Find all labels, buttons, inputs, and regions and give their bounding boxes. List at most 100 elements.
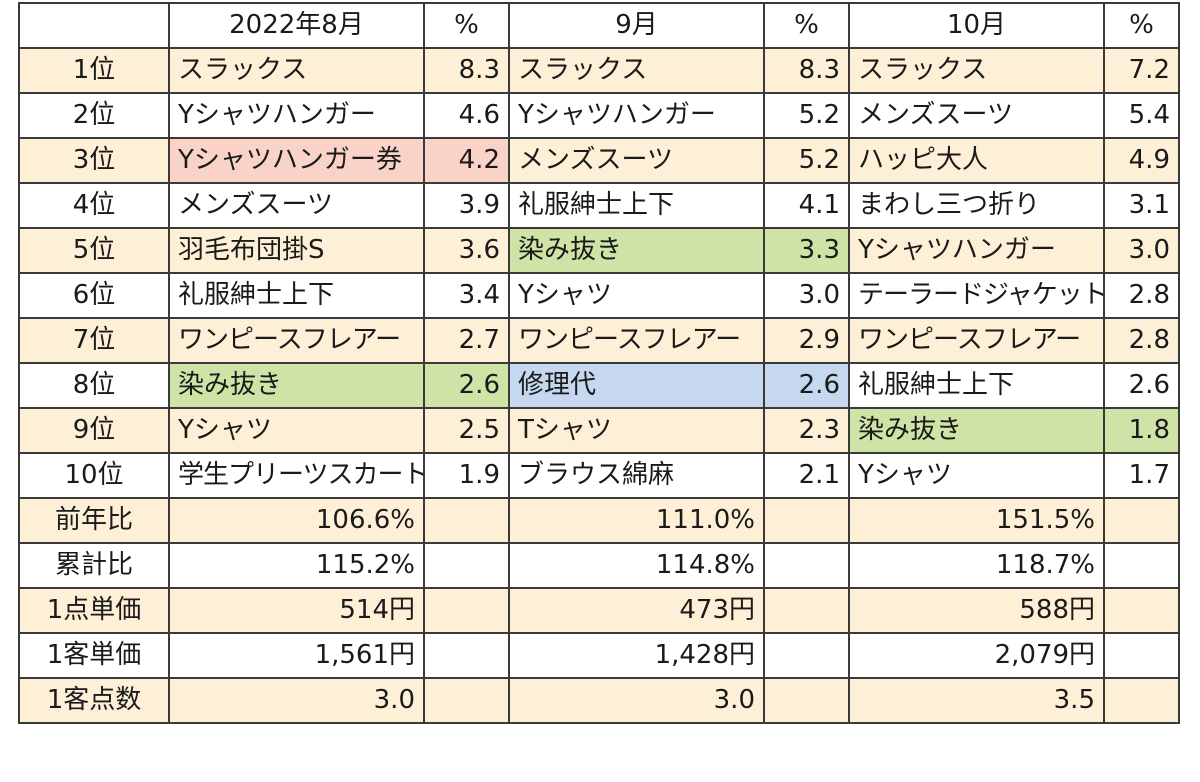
item-pct-aug: 3.9 [423,182,510,229]
item-name-oct: スラックス [848,47,1105,94]
rank-label: 5位 [18,227,170,274]
ranking-table: 2022年8月 % 9月 % 10月 % 1位 スラックス 8.3 スラックス 8.3 ス… [18,2,1180,724]
ranking-row: 2位 Yシャツハンガー 4.6 Yシャツハンガー 5.2 メンズスーツ 5.4 [18,92,1180,139]
summary-value-oct: 2,079円 [848,632,1105,679]
summary-blank-oct [1103,497,1180,544]
item-pct-oct: 1.8 [1103,407,1180,454]
ranking-row: 4位 メンズスーツ 3.9 礼服紳士上下 4.1 まわし三つ折り 3.1 [18,182,1180,229]
summary-blank-oct [1103,587,1180,634]
item-pct-sep: 3.3 [763,227,850,274]
pct-header-aug: % [423,2,510,49]
summary-value-oct: 118.7% [848,542,1105,589]
summary-blank-aug [423,587,510,634]
item-pct-oct: 2.8 [1103,317,1180,364]
summary-row: 1点単価 514円 473円 588円 [18,587,1180,634]
item-name-oct: Yシャツハンガー [848,227,1105,274]
item-name-sep: ワンピースフレアー [508,317,765,364]
summary-value-sep: 114.8% [508,542,765,589]
rank-label: 9位 [18,407,170,454]
summary-row: 累計比 115.2% 114.8% 118.7% [18,542,1180,589]
item-name-sep: スラックス [508,47,765,94]
item-name-oct: 礼服紳士上下 [848,362,1105,409]
item-pct-aug: 1.9 [423,452,510,499]
summary-label: 累計比 [18,542,170,589]
item-pct-sep: 2.6 [763,362,850,409]
rank-label: 3位 [18,137,170,184]
summary-blank-aug [423,542,510,589]
summary-blank-oct [1103,542,1180,589]
summary-row: 前年比 106.6% 111.0% 151.5% [18,497,1180,544]
item-pct-sep: 2.3 [763,407,850,454]
summary-blank-aug [423,632,510,679]
item-pct-aug: 2.5 [423,407,510,454]
summary-value-sep: 3.0 [508,677,765,724]
item-name-oct: 染み抜き [848,407,1105,454]
item-name-oct: Yシャツ [848,452,1105,499]
ranking-row: 10位 学生プリーツスカート 1.9 ブラウス綿麻 2.1 Yシャツ 1.7 [18,452,1180,499]
item-name-oct: テーラードジャケット [848,272,1105,319]
summary-label: 1客点数 [18,677,170,724]
summary-blank-oct [1103,677,1180,724]
item-name-oct: ワンピースフレアー [848,317,1105,364]
month-header-aug: 2022年8月 [168,2,425,49]
item-pct-sep: 5.2 [763,92,850,139]
summary-value-aug: 115.2% [168,542,425,589]
item-pct-oct: 2.6 [1103,362,1180,409]
rank-label: 1位 [18,47,170,94]
ranking-row: 6位 礼服紳士上下 3.4 Yシャツ 3.0 テーラードジャケット 2.8 [18,272,1180,319]
ranking-row: 9位 Yシャツ 2.5 Tシャツ 2.3 染み抜き 1.8 [18,407,1180,454]
rank-label: 10位 [18,452,170,499]
item-name-sep: Yシャツハンガー [508,92,765,139]
item-name-oct: メンズスーツ [848,92,1105,139]
item-name-aug: メンズスーツ [168,182,425,229]
summary-blank-sep [763,677,850,724]
item-pct-oct: 2.8 [1103,272,1180,319]
item-pct-sep: 2.1 [763,452,850,499]
item-pct-sep: 4.1 [763,182,850,229]
summary-blank-sep [763,497,850,544]
summary-value-sep: 1,428円 [508,632,765,679]
item-pct-oct: 1.7 [1103,452,1180,499]
item-pct-aug: 4.2 [423,137,510,184]
summary-label: 1客単価 [18,632,170,679]
header-row: 2022年8月 % 9月 % 10月 % [18,2,1180,49]
item-name-aug: Yシャツ [168,407,425,454]
item-name-aug: 羽毛布団掛S [168,227,425,274]
rank-label: 6位 [18,272,170,319]
summary-blank-sep [763,587,850,634]
summary-value-aug: 514円 [168,587,425,634]
item-pct-oct: 7.2 [1103,47,1180,94]
summary-value-aug: 106.6% [168,497,425,544]
item-name-oct: まわし三つ折り [848,182,1105,229]
rank-label: 2位 [18,92,170,139]
ranking-row: 3位 Yシャツハンガー券 4.2 メンズスーツ 5.2 ハッピ大人 4.9 [18,137,1180,184]
ranking-row: 7位 ワンピースフレアー 2.7 ワンピースフレアー 2.9 ワンピースフレアー 2.8 [18,317,1180,364]
item-pct-aug: 3.4 [423,272,510,319]
item-name-sep: メンズスーツ [508,137,765,184]
item-name-oct: ハッピ大人 [848,137,1105,184]
summary-value-oct: 151.5% [848,497,1105,544]
summary-blank-aug [423,497,510,544]
summary-blank-sep [763,542,850,589]
item-name-aug: Yシャツハンガー [168,92,425,139]
summary-blank-aug [423,677,510,724]
item-pct-aug: 4.6 [423,92,510,139]
item-name-sep: 礼服紳士上下 [508,182,765,229]
item-name-aug: 染み抜き [168,362,425,409]
item-name-aug: ワンピースフレアー [168,317,425,364]
item-name-aug: 学生プリーツスカート [168,452,425,499]
item-name-aug: 礼服紳士上下 [168,272,425,319]
pct-header-oct: % [1103,2,1180,49]
rank-label: 8位 [18,362,170,409]
pct-header-sep: % [763,2,850,49]
summary-value-oct: 3.5 [848,677,1105,724]
ranking-row: 8位 染み抜き 2.6 修理代 2.6 礼服紳士上下 2.6 [18,362,1180,409]
rank-label: 7位 [18,317,170,364]
item-name-sep: 染み抜き [508,227,765,274]
rank-label: 4位 [18,182,170,229]
ranking-row: 1位 スラックス 8.3 スラックス 8.3 スラックス 7.2 [18,47,1180,94]
month-header-sep: 9月 [508,2,765,49]
summary-blank-oct [1103,632,1180,679]
ranking-row: 5位 羽毛布団掛S 3.6 染み抜き 3.3 Yシャツハンガー 3.0 [18,227,1180,274]
